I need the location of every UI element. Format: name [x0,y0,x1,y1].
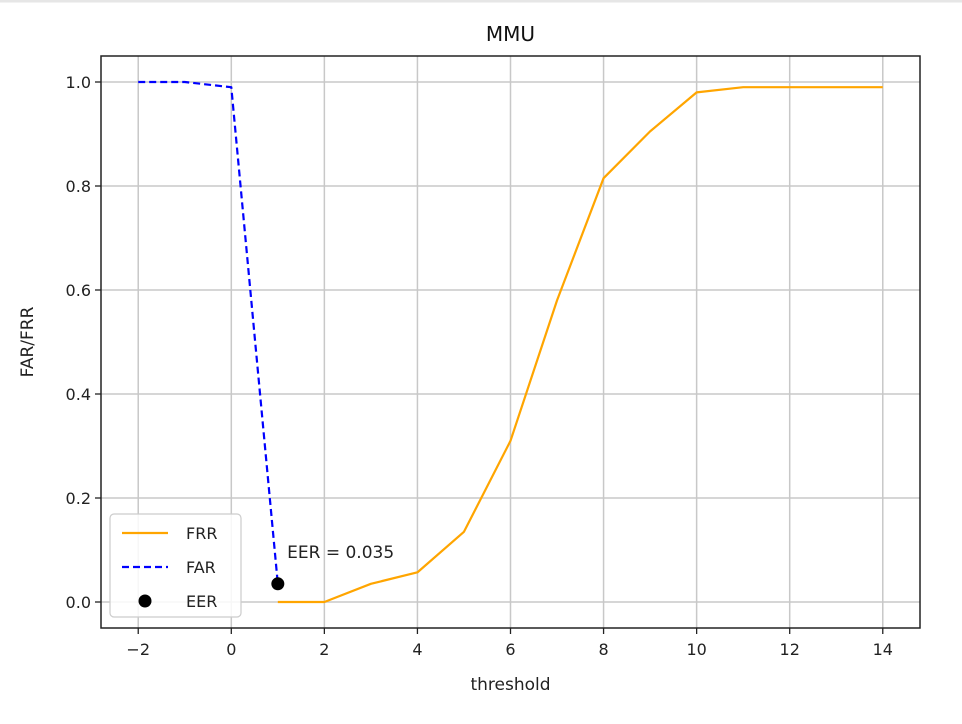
x-tick-label: 2 [319,640,329,659]
y-tick-label: 0.6 [66,281,91,300]
series-frr-line [277,86,883,604]
chart-title: MMU [486,22,535,46]
legend-swatch-eer [138,594,152,608]
eer-annotation: EER = 0.035 [287,543,394,563]
y-tick-label: 0.4 [66,385,91,404]
x-tick-label: 14 [873,640,893,659]
y-axis-ticks: 0.0 0.2 0.4 0.6 0.8 1.0 [66,73,101,612]
y-tick-label: 0.2 [66,489,91,508]
y-tick-label: 0.8 [66,177,91,196]
x-axis-label: threshold [470,675,550,695]
series-layer [138,80,883,604]
x-tick-label: 6 [505,640,515,659]
legend-label-frr: FRR [186,524,217,543]
x-tick-label: 12 [780,640,800,659]
x-tick-label: 4 [412,640,422,659]
y-axis-label: FAR/FRR [18,306,38,377]
x-tick-label: −2 [126,640,150,659]
x-tick-label: 8 [598,640,608,659]
legend: FRR FAR EER [109,513,242,618]
legend-box [109,513,242,618]
annotations: EER = 0.035 [287,543,394,563]
x-axis-ticks: −2 0 2 4 6 8 10 12 14 [126,628,893,659]
eer-point [271,577,285,591]
legend-label-eer: EER [186,592,217,611]
y-tick-label: 1.0 [66,73,91,92]
y-tick-label: 0.0 [66,593,91,612]
legend-label-far: FAR [186,558,216,577]
x-tick-label: 10 [686,640,706,659]
series-far-line [138,80,279,584]
x-tick-label: 0 [226,640,236,659]
